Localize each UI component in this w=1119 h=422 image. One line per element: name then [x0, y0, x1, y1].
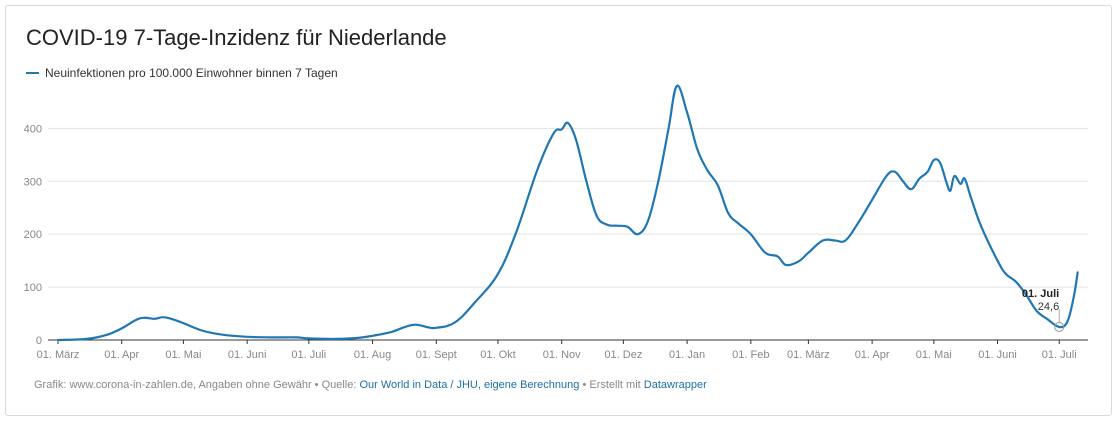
x-tick-label: 01. Dez: [604, 349, 642, 361]
x-tick-label: 01. Mai: [916, 349, 952, 361]
legend-label: Neuinfektionen pro 100.000 Einwohner bin…: [45, 66, 338, 80]
chart-footer: Grafik: www.corona-in-zahlen.de, Angaben…: [34, 379, 707, 391]
x-tick-label: 01. Jan: [669, 349, 705, 361]
chart-title: COVID-19 7-Tage-Inzidenz für Niederlande: [26, 25, 447, 50]
x-tick-label: 01. Sept: [416, 349, 457, 361]
x-tick-label: 01. Juni: [978, 349, 1017, 361]
annotation-marker: [1054, 321, 1065, 332]
x-tick-label: 01. Mai: [165, 349, 201, 361]
x-tick-label: 01. Juni: [228, 349, 267, 361]
chart-legend: Neuinfektionen pro 100.000 Einwohner bin…: [26, 66, 338, 80]
annotation-value: 24,6: [1038, 301, 1059, 313]
x-tick-label: 01. Nov: [543, 349, 581, 361]
datawrapper-link[interactable]: Datawrapper: [643, 379, 707, 391]
footer-prefix: Grafik: www.corona-in-zahlen.de, Angaben…: [34, 379, 360, 391]
x-tick-label: 01. Juli: [1042, 349, 1077, 361]
annotation-label: 01. Juli: [1022, 288, 1059, 300]
line-chart: 0 100 200 300 400 01. März 01. Apr 01. Mai 01. J…: [24, 84, 1088, 361]
y-tick-label: 200: [24, 229, 42, 241]
y-tick-label: 300: [24, 176, 42, 188]
legend-swatch: [26, 72, 39, 74]
series-line: [56, 84, 1079, 342]
footer-middle: • Erstellt mit: [579, 379, 644, 391]
x-tick-label: 01. Apr: [855, 349, 890, 361]
x-tick-label: 01. Apr: [104, 349, 139, 361]
y-tick-label: 0: [36, 335, 42, 347]
x-tick-label: 01. Okt: [480, 349, 515, 361]
source-link[interactable]: Our World in Data / JHU, eigene Berechnu…: [359, 379, 580, 391]
y-tick-label: 400: [24, 123, 42, 135]
x-tick-label: 01. Feb: [732, 349, 769, 361]
x-tick-label: 01. März: [37, 349, 80, 361]
x-tick-label: 01. März: [787, 349, 830, 361]
x-tick-label: 01. Juli: [291, 349, 326, 361]
chart-card: COVID-19 7-Tage-Inzidenz für Niederlande…: [5, 5, 1112, 416]
y-tick-label: 100: [24, 282, 42, 294]
x-tick-label: 01. Aug: [354, 349, 391, 361]
